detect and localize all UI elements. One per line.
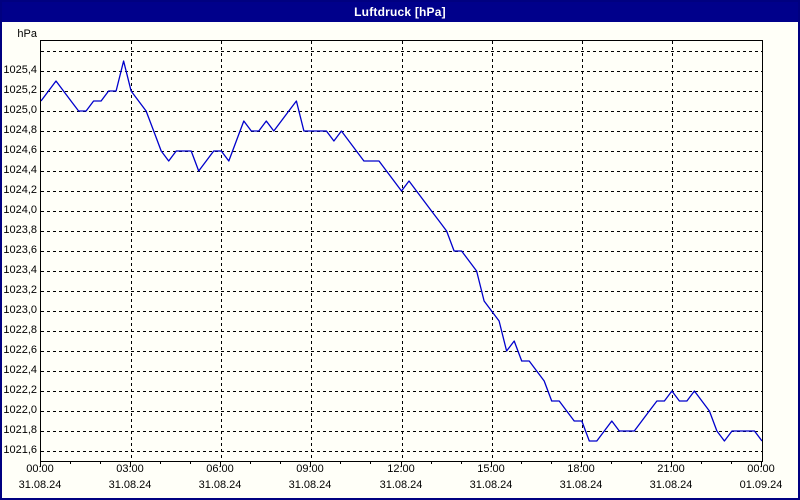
y-tick-label: 1024,0 (3, 204, 37, 216)
y-tick-label: 1022,0 (3, 404, 37, 416)
y-tick-label: 1022,6 (3, 344, 37, 356)
x-tick-time-label: 03:00 (116, 463, 144, 475)
y-tick-label: 1022,4 (3, 364, 37, 376)
x-tick-date-label: 31.08.24 (559, 479, 603, 491)
x-tick-date-label: 31.08.24 (18, 479, 62, 491)
y-tick-label: 1023,0 (3, 304, 37, 316)
y-tick-label: 1024,6 (3, 144, 37, 156)
y-tick-label: 1024,4 (3, 164, 37, 176)
x-tick-time-label: 00:00 (747, 463, 775, 475)
x-tick-time-label: 00:00 (26, 463, 54, 475)
pressure-line-chart (41, 41, 762, 461)
y-tick-label: 1021,8 (3, 424, 37, 436)
x-tick-date-label: 31.08.24 (108, 479, 152, 491)
y-tick-label: 1025,0 (3, 104, 37, 116)
x-tick-date-label: 31.08.24 (288, 479, 332, 491)
y-tick-label: 1022,8 (3, 324, 37, 336)
y-tick-label: 1023,8 (3, 224, 37, 236)
y-tick-label: 1024,8 (3, 124, 37, 136)
y-tick-label: 1023,4 (3, 264, 37, 276)
y-tick-label: 1023,2 (3, 284, 37, 296)
y-axis-unit-label: hPa (17, 28, 37, 40)
x-tick-date-label: 31.08.24 (649, 479, 693, 491)
title-bar: Luftdruck [hPa] (2, 2, 798, 22)
x-tick-date-label: 31.08.24 (379, 479, 423, 491)
plot-area (40, 40, 763, 462)
x-tick-date-label: 01.09.24 (739, 479, 783, 491)
x-tick-date-label: 31.08.24 (469, 479, 513, 491)
x-tick-time-label: 09:00 (296, 463, 324, 475)
y-tick-label: 1025,4 (3, 64, 37, 76)
y-tick-label: 1022,2 (3, 384, 37, 396)
x-tick-time-label: 18:00 (567, 463, 595, 475)
y-tick-label: 1023,6 (3, 244, 37, 256)
x-tick-date-label: 31.08.24 (198, 479, 242, 491)
y-tick-label: 1025,2 (3, 84, 37, 96)
x-tick-time-label: 21:00 (657, 463, 685, 475)
x-tick-time-label: 06:00 (206, 463, 234, 475)
pressure-series-line (41, 60, 762, 442)
x-axis-ticks (40, 461, 762, 467)
y-tick-label: 1021,6 (3, 444, 37, 456)
chart-title: Luftdruck [hPa] (354, 5, 446, 19)
x-tick-time-label: 15:00 (477, 463, 505, 475)
y-tick-label: 1024,2 (3, 184, 37, 196)
x-tick-time-label: 12:00 (387, 463, 415, 475)
